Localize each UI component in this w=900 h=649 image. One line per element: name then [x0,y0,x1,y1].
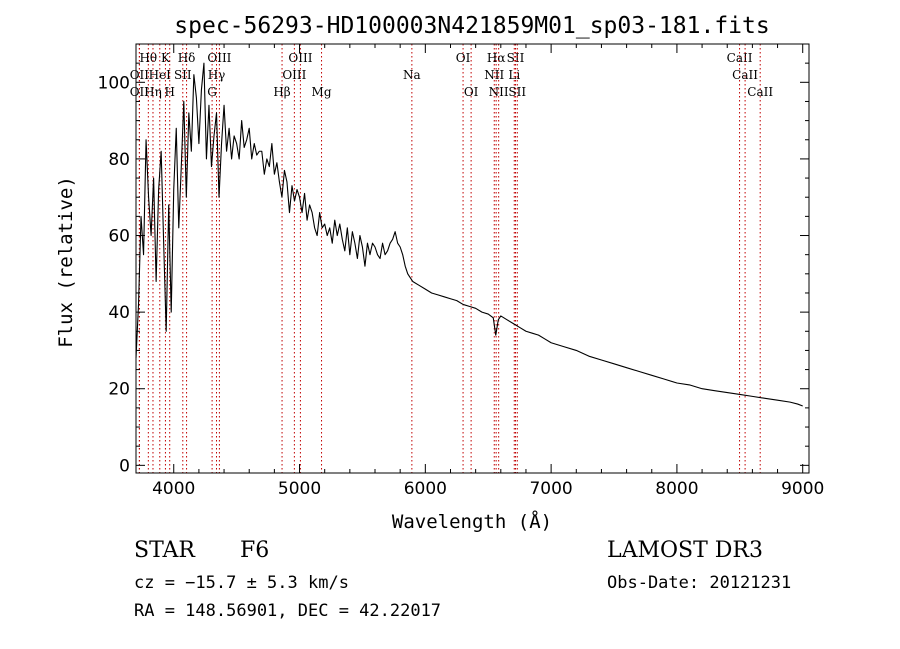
line-label: NII [484,68,504,82]
line-label: H [164,85,174,99]
y-tick-label: 60 [108,227,130,247]
line-label: OIII [282,68,306,82]
axis-ticks: 4000 5000 6000 7000 8000 9000 0 20 40 60 80 100 [98,43,824,499]
x-tick-label: 6000 [404,479,447,499]
line-label: Hβ [273,85,290,99]
plot-frame [135,43,810,474]
x-tick-label: 7000 [529,479,572,499]
line-label: CaII [727,51,753,65]
y-tick-label: 20 [108,380,130,400]
line-label: SII [507,51,525,65]
class-label: STAR [134,538,195,563]
line-label: CaII [747,85,773,99]
y-tick-label: 80 [108,150,130,170]
x-tick-label: 5000 [278,479,321,499]
y-tick-label: 0 [119,456,130,476]
line-label: Hγ [208,68,226,82]
line-label: SII [174,68,192,82]
line-label: Mg [312,85,332,99]
y-tick-label: 100 [98,73,130,93]
line-label: OIII [207,51,231,65]
x-tick-label: 8000 [655,479,698,499]
line-label: Na [403,68,421,82]
coordinates: RA = 148.56901, DEC = 42.22017 [134,601,442,621]
line-label: Hη [144,85,162,99]
chart-title: spec-56293-HD100003N421859M01_sp03-181.f… [174,13,769,39]
line-label: HeI [149,68,172,82]
x-tick-label: 9000 [781,479,824,499]
redshift-value: cz = −15.7 ± 5.3 km/s [134,573,349,593]
line-label: OI [464,85,479,99]
series-line [135,62,803,407]
line-label: G [207,85,217,99]
subclass-label: F6 [240,538,270,563]
line-label: OI [456,51,471,65]
line-label: OIII [288,51,312,65]
survey-label: LAMOST DR3 [607,538,763,563]
line-label: Hα [487,51,506,65]
line-label: K [161,51,171,65]
line-label: Li [508,68,520,82]
line-label: Hδ [178,51,196,65]
line-label: SII [508,85,526,99]
y-tick-label: 40 [108,303,130,323]
line-label: OII [130,85,150,99]
line-label: Hθ [139,51,157,65]
line-label: NII [489,85,509,99]
obs-date: Obs-Date: 20121231 [607,573,792,593]
spectral-line-markers: HθOIIOIIHeIHηKHHδSIIGHγOIIIHβOIIIOIIIMgN… [130,44,773,473]
y-axis-label: Flux (relative) [55,176,77,348]
x-axis-label: Wavelength (Å) [392,510,552,533]
line-label: CaII [732,68,758,82]
spectrum-series [135,62,803,407]
line-label: OII [130,68,150,82]
x-tick-label: 4000 [152,479,195,499]
